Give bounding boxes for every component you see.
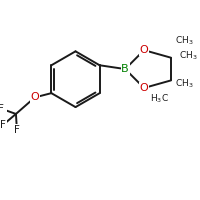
Text: F: F xyxy=(0,104,4,114)
Text: O: O xyxy=(140,83,148,93)
Text: F: F xyxy=(0,120,6,130)
Text: F: F xyxy=(14,125,20,135)
Text: O: O xyxy=(30,92,39,102)
Text: CH$_3$: CH$_3$ xyxy=(175,78,193,90)
Text: CH$_3$: CH$_3$ xyxy=(179,50,197,62)
Text: O: O xyxy=(140,45,148,55)
Text: CH$_3$: CH$_3$ xyxy=(175,35,193,47)
Text: H$_3$C: H$_3$C xyxy=(150,92,169,105)
Text: B: B xyxy=(121,64,129,74)
